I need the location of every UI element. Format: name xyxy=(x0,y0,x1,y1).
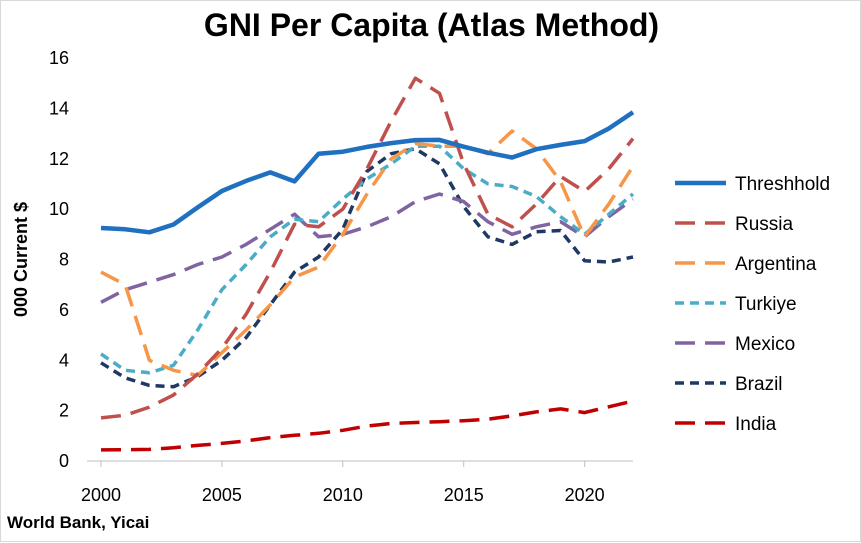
series-line-india xyxy=(100,399,634,452)
legend-label: Russia xyxy=(735,214,794,235)
y-tick-label: 6 xyxy=(59,300,69,320)
legend-label: India xyxy=(735,414,777,435)
legend-label: Brazil xyxy=(735,374,783,395)
x-tick-label: 2000 xyxy=(81,485,121,505)
x-tick-label: 2020 xyxy=(565,485,605,505)
series-line-threshhold xyxy=(100,110,635,235)
legend-label: Turkiye xyxy=(735,294,797,315)
legend-item-india: India xyxy=(675,414,777,435)
y-tick-label: 0 xyxy=(59,451,69,471)
legend-item-mexico: Mexico xyxy=(675,334,795,355)
legend-label: Threshhold xyxy=(735,174,830,195)
y-tick-label: 12 xyxy=(49,149,69,169)
source-note: World Bank, Yicai xyxy=(7,513,150,532)
legend-item-brazil: Brazil xyxy=(675,374,783,395)
y-tick-label: 2 xyxy=(59,401,69,421)
legend: Threshhold Russia Argentina Turkiye Mexico Br… xyxy=(675,174,830,435)
axes: 0 2 4 6 8 10 12 14 16 2000 2005 2010 2015 2020 000 Cur… xyxy=(11,48,633,505)
y-tick-label: 4 xyxy=(59,350,69,370)
x-tick-label: 2010 xyxy=(323,485,363,505)
x-tick-label: 2015 xyxy=(444,485,484,505)
y-tick-label: 16 xyxy=(49,48,69,68)
legend-item-russia: Russia xyxy=(675,214,794,235)
legend-label: Argentina xyxy=(735,254,817,275)
series-line-turkiye xyxy=(100,144,635,375)
series-layer xyxy=(100,76,635,452)
series-line-mexico xyxy=(100,192,635,304)
series-line-russia xyxy=(100,76,635,420)
y-tick-label: 8 xyxy=(59,250,69,270)
legend-item-threshhold: Threshhold xyxy=(675,174,830,195)
series-line-argentina xyxy=(100,129,635,378)
legend-item-turkiye: Turkiye xyxy=(675,294,797,315)
legend-label: Mexico xyxy=(735,334,795,355)
legend-item-argentina: Argentina xyxy=(675,254,817,275)
x-tick-label: 2005 xyxy=(202,485,242,505)
y-tick-label: 10 xyxy=(49,199,69,219)
y-axis-label: 000 Current $ xyxy=(11,202,31,317)
chart-title: GNI Per Capita (Atlas Method) xyxy=(203,7,660,43)
y-tick-label: 14 xyxy=(49,98,69,118)
